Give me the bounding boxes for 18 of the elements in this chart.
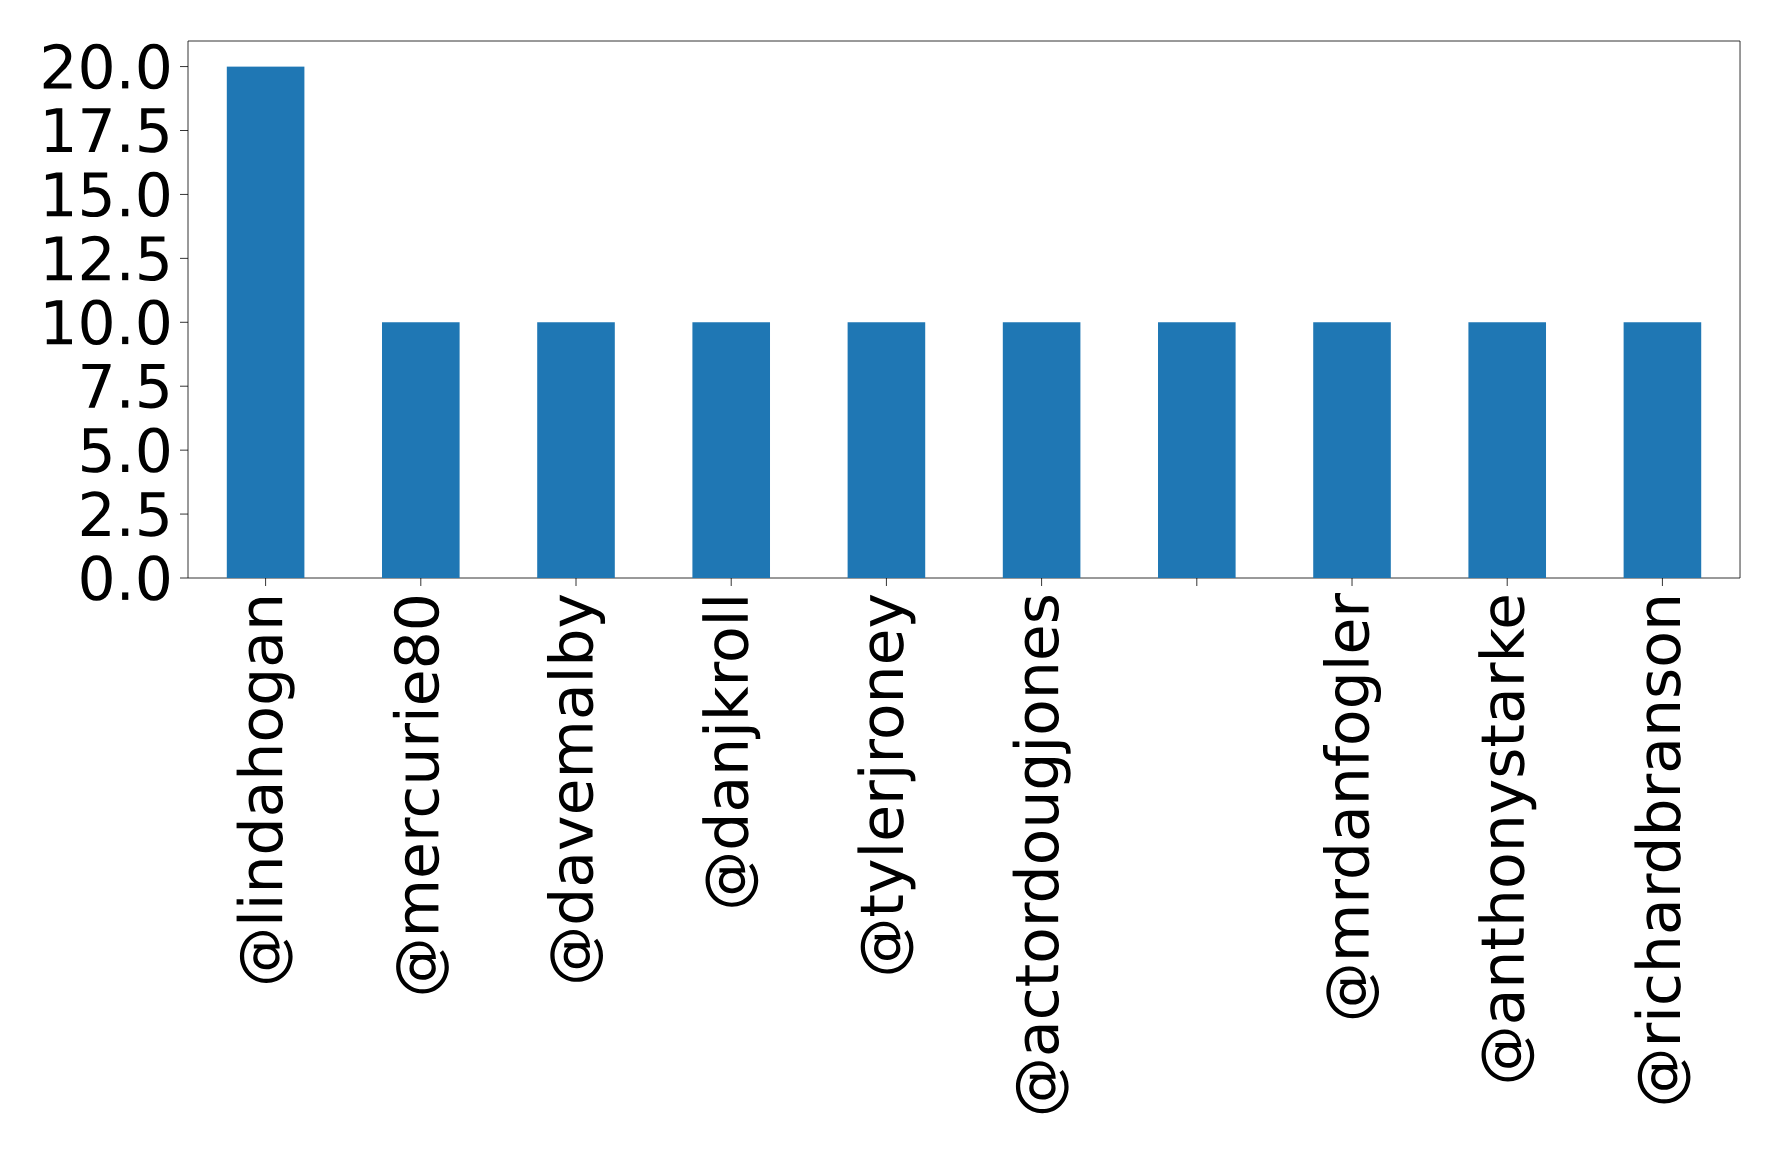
x-tick-label: @tylerjroney: [857, 594, 916, 974]
y-tick-label: 12.5: [45, 235, 168, 282]
y-tick-label: 10.0: [45, 299, 169, 345]
y-tick-label: 7.5: [82, 363, 168, 409]
x-tick-label: @davemalby: [546, 594, 606, 982]
x-tick-label: @anthonystarke: [1478, 596, 1537, 1082]
y-tick-label: 5.0: [82, 427, 169, 473]
x-tick-label: @danjkroll: [702, 598, 761, 907]
y-tick-label: 20.0: [43, 43, 169, 90]
x-tick-label: @mrdanfogler: [1322, 593, 1382, 1019]
x-tick-label: @actordougjones: [1012, 595, 1071, 1114]
x-tick-label: @mercurie80: [392, 597, 449, 994]
x-tick-label: @richardbranson: [1634, 598, 1691, 1104]
y-tick-label: 15.0: [45, 171, 169, 218]
y-tick-label: 17.5: [45, 108, 168, 153]
y-tick-label: 2.5: [81, 491, 168, 537]
y-tick-label: 0.0: [81, 555, 169, 601]
x-tick-label: @lindahogan: [236, 598, 295, 983]
